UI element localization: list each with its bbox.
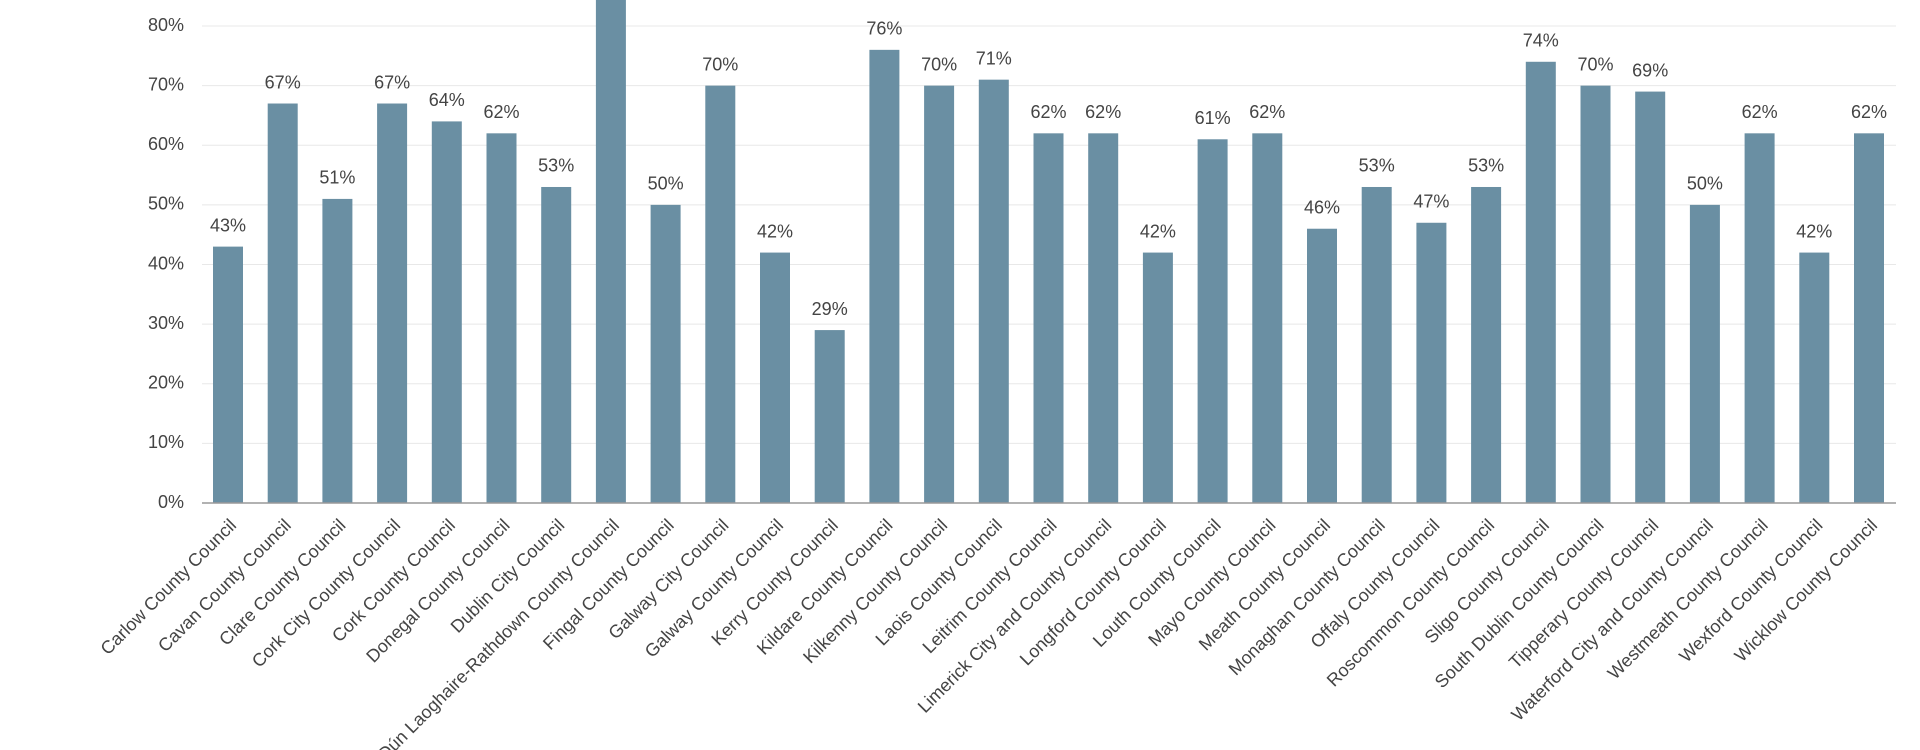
data-label: 64% — [429, 90, 465, 110]
data-label: 70% — [1577, 54, 1613, 74]
bar — [1580, 85, 1611, 503]
x-tick-label: Waterford City and County Council — [1507, 515, 1717, 725]
bar — [486, 133, 517, 503]
bar — [1252, 133, 1283, 503]
data-label: 53% — [1359, 156, 1395, 176]
data-label: 70% — [921, 54, 957, 74]
data-label: 69% — [1632, 60, 1668, 80]
bar — [1033, 133, 1064, 503]
bar — [978, 79, 1009, 503]
bar — [1142, 252, 1173, 503]
data-label: 42% — [1140, 221, 1176, 241]
data-label: 62% — [483, 102, 519, 122]
data-label: 70% — [702, 54, 738, 74]
data-label: 50% — [1687, 174, 1723, 194]
bar — [650, 204, 681, 503]
data-label: 61% — [1195, 108, 1231, 128]
data-label: 62% — [1030, 102, 1066, 122]
bar — [1525, 61, 1556, 504]
data-label: 62% — [1085, 102, 1121, 122]
data-label: 42% — [1796, 221, 1832, 241]
data-label: 42% — [757, 221, 793, 241]
bar — [1197, 139, 1228, 503]
y-tick-label: 50% — [148, 194, 184, 214]
data-label: 47% — [1413, 192, 1449, 212]
data-label: 74% — [1523, 31, 1559, 51]
data-label: 53% — [1468, 156, 1504, 176]
y-tick-label: 30% — [148, 313, 184, 333]
data-label: 71% — [976, 48, 1012, 68]
y-tick-label: 40% — [148, 253, 184, 273]
x-tick-label: Limerick City and County Council — [914, 515, 1116, 717]
bar — [1799, 252, 1830, 503]
bar — [213, 246, 243, 504]
data-label: 50% — [648, 174, 684, 194]
bar — [322, 198, 353, 503]
bar — [377, 103, 408, 503]
bar — [267, 103, 298, 503]
bar — [541, 186, 572, 504]
data-label: 51% — [319, 168, 355, 188]
bar — [1416, 222, 1447, 503]
bar — [924, 85, 955, 503]
bar — [869, 49, 900, 503]
y-tick-label: 10% — [148, 432, 184, 452]
bar — [1744, 133, 1775, 503]
y-tick-label: 0% — [158, 492, 184, 512]
bar — [1307, 228, 1337, 503]
data-label: 29% — [812, 299, 848, 319]
bar — [1689, 204, 1720, 503]
data-label: 53% — [538, 156, 574, 176]
bar — [1088, 133, 1119, 503]
data-label: 62% — [1851, 102, 1887, 122]
data-label: 62% — [1249, 102, 1285, 122]
data-label: 76% — [866, 19, 902, 39]
y-tick-label: 70% — [148, 74, 184, 94]
bar — [705, 85, 736, 503]
data-label: 67% — [265, 72, 301, 92]
data-label: 43% — [210, 215, 246, 235]
y-tick-label: 60% — [148, 134, 184, 154]
bar — [1361, 186, 1392, 504]
data-label: 67% — [374, 72, 410, 92]
y-tick-label: 20% — [148, 373, 184, 393]
bar — [1471, 186, 1502, 504]
bar — [431, 121, 462, 504]
bar — [1854, 133, 1884, 503]
bar — [595, 0, 626, 504]
bar — [814, 330, 845, 503]
y-tick-label: 80% — [148, 15, 184, 35]
bar — [760, 252, 790, 503]
bar — [1635, 91, 1666, 504]
data-label: 46% — [1304, 197, 1340, 217]
data-label: 62% — [1742, 102, 1778, 122]
